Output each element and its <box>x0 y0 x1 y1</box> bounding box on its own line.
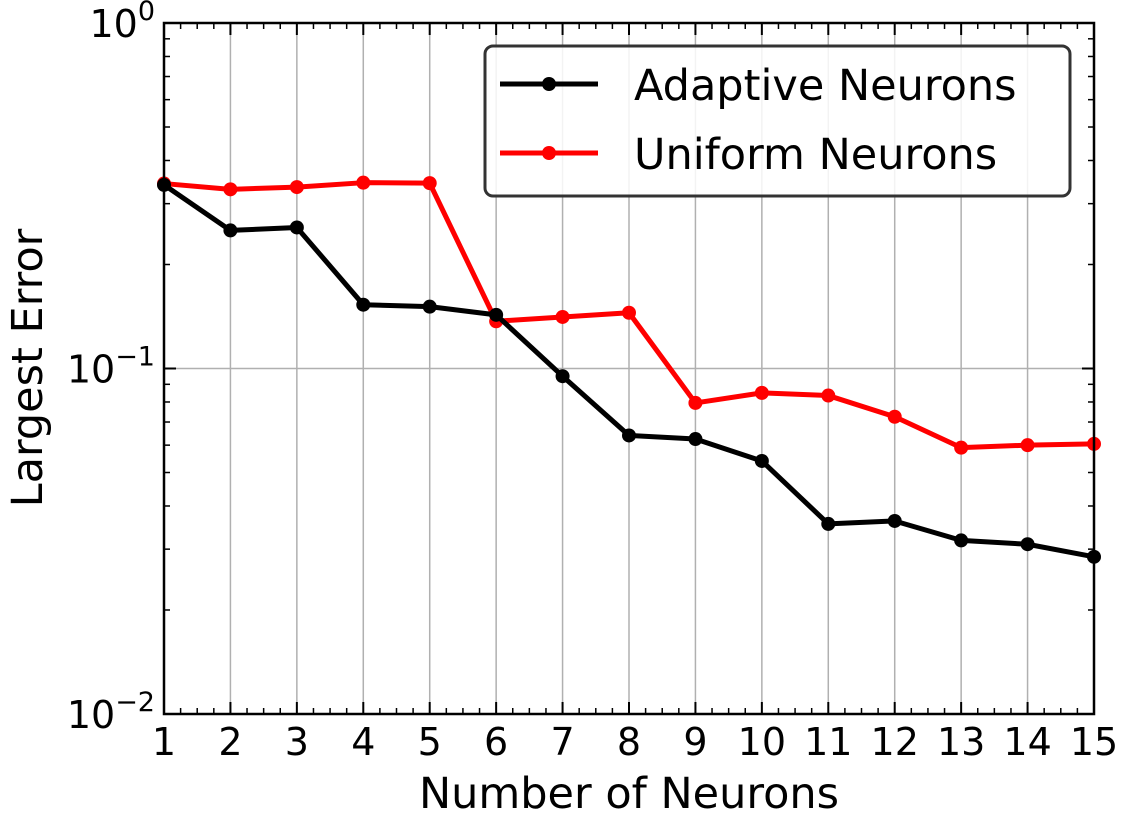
x-tick-label: 1 <box>152 720 176 764</box>
x-tick-label: 3 <box>285 720 309 764</box>
data-point-adaptive <box>887 513 902 528</box>
data-point-uniform <box>1020 438 1035 453</box>
data-point-adaptive <box>555 369 570 384</box>
series-layer <box>157 175 1101 564</box>
data-point-uniform <box>754 385 769 400</box>
legend-label-uniform: Uniform Neurons <box>634 130 997 180</box>
data-point-uniform <box>622 305 636 320</box>
data-point-uniform <box>954 440 969 455</box>
data-point-uniform <box>688 395 703 410</box>
data-point-adaptive <box>356 297 371 312</box>
data-point-uniform <box>422 176 437 191</box>
x-tick-label: 14 <box>1003 720 1051 764</box>
legend-label-adaptive: Adaptive Neurons <box>634 61 1017 111</box>
data-point-adaptive <box>489 307 504 322</box>
x-tick-label: 4 <box>351 720 375 764</box>
x-tick-label: 6 <box>484 720 508 764</box>
legend: Adaptive Neurons Uniform Neurons <box>483 44 1072 198</box>
x-tick-label: 8 <box>617 720 641 764</box>
data-point-uniform <box>356 175 371 190</box>
y-tick-label: 10−1 <box>67 342 155 392</box>
data-point-adaptive <box>622 428 636 443</box>
data-point-uniform <box>223 182 238 197</box>
data-point-adaptive <box>821 516 836 531</box>
data-point-adaptive <box>954 533 969 548</box>
x-axis-label: Number of Neurons <box>419 769 839 819</box>
data-point-adaptive <box>289 220 304 235</box>
data-point-adaptive <box>223 223 238 238</box>
data-point-uniform <box>821 388 836 403</box>
x-tick-label: 5 <box>418 720 442 764</box>
y-tick-label: 10−2 <box>67 687 155 737</box>
x-tick-label: 11 <box>804 720 852 764</box>
data-point-adaptive <box>1020 537 1035 552</box>
plot-frame <box>162 21 1096 716</box>
x-tick-labels: 1 2 3 4 5 6 7 8 9 10 11 12 13 14 15 <box>152 720 1118 764</box>
data-point-uniform <box>289 180 304 195</box>
x-tick-label: 9 <box>683 720 707 764</box>
x-tick-label: 12 <box>871 720 919 764</box>
data-point-adaptive <box>422 299 437 314</box>
x-tick-label: 7 <box>550 720 574 764</box>
legend-box <box>483 44 1072 198</box>
x-tick-label: 13 <box>937 720 985 764</box>
y-tick-label: 100 <box>89 0 155 46</box>
x-tick-label: 10 <box>738 720 786 764</box>
y-tick-labels: 100 10−1 10−2 <box>67 0 155 737</box>
data-point-adaptive <box>754 453 769 468</box>
data-point-uniform <box>555 309 570 324</box>
x-tick-label: 15 <box>1070 720 1118 764</box>
y-axis-label: Largest Error <box>3 228 53 507</box>
data-point-adaptive <box>688 432 703 447</box>
legend-marker-adaptive <box>542 77 556 91</box>
legend-marker-uniform <box>542 146 556 160</box>
data-point-uniform <box>887 409 902 424</box>
x-tick-label: 2 <box>218 720 242 764</box>
